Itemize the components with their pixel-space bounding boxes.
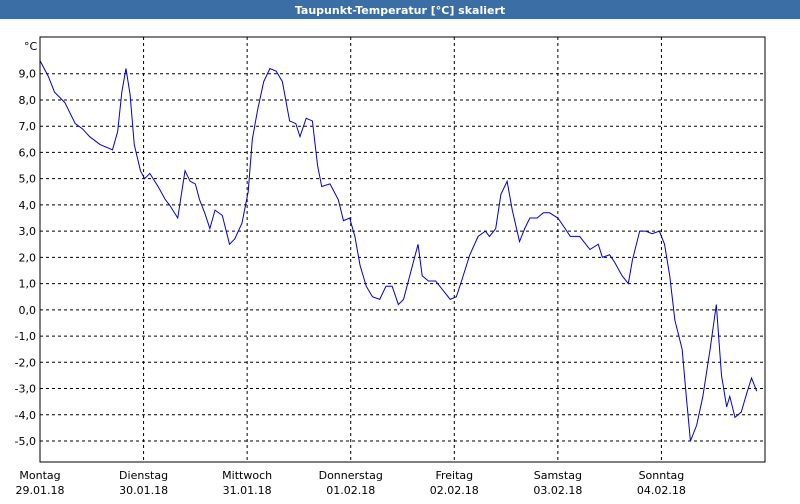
x-tick-date: 30.01.18 [119,484,168,497]
y-tick-label: -2,0 [15,356,36,369]
y-tick-label: 2,0 [19,251,37,264]
x-tick-label: Sonntag [639,469,685,482]
x-tick-label: Mittwoch [222,469,272,482]
y-tick-label: 9,0 [19,68,37,81]
x-tick-label: Freitag [435,469,473,482]
chart-title: Taupunkt-Temperatur [°C] skaliert [295,4,505,17]
y-tick-label: 0,0 [19,304,37,317]
x-tick-label: Dienstag [119,469,168,482]
x-tick-label: Montag [19,469,60,482]
y-tick-label: 6,0 [19,146,37,159]
x-tick-date: 31.01.18 [223,484,272,497]
data-line [39,60,758,442]
x-tick-date: 02.02.18 [430,484,479,497]
y-tick-label: -4,0 [15,409,36,422]
x-tick-date: 01.02.18 [326,484,375,497]
y-tick-label: 1,0 [19,278,37,291]
x-tick-label: Samstag [534,469,582,482]
x-tick-date: 29.01.18 [16,484,65,497]
plot-frame [39,36,766,463]
x-tick-label: Donnerstag [319,469,383,482]
y-tick-label: 8,0 [19,94,37,107]
y-tick-label: -3,0 [15,383,36,396]
title-bar [0,0,800,19]
y-tick-label: 7,0 [19,120,37,133]
y-tick-label: 3,0 [19,225,37,238]
y-unit: °C [24,40,38,53]
x-tick-date: 04.02.18 [637,484,686,497]
x-tick-date: 03.02.18 [533,484,582,497]
y-tick-label: -1,0 [15,330,36,343]
y-tick-label: -5,0 [15,435,36,448]
y-tick-label: 4,0 [19,199,37,212]
y-tick-label: 5,0 [19,173,37,186]
